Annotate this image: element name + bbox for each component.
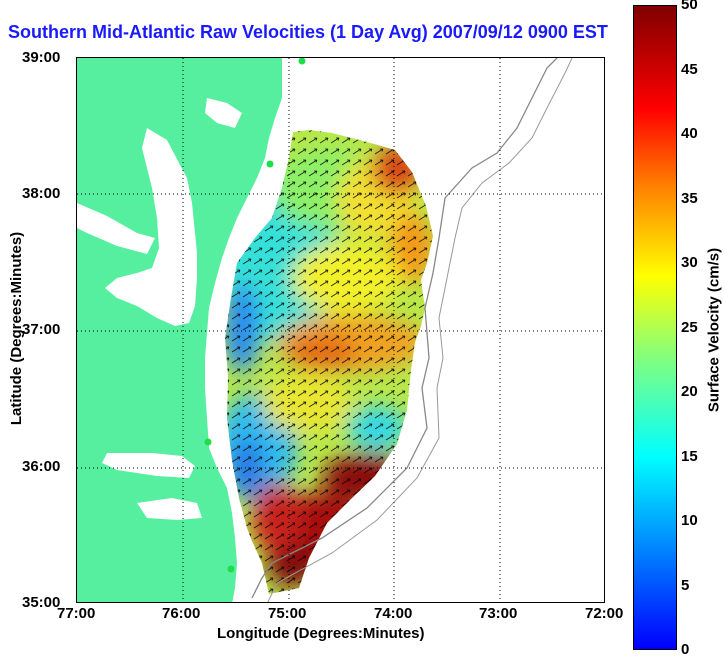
velocity-field [225, 130, 433, 594]
colorbar-tick-label: 40 [681, 125, 698, 142]
colorbar-tick-label: 5 [681, 576, 690, 594]
y-tick-label: 36:00 [22, 458, 61, 475]
colorbar-label: Surface Velocity (cm/s) [705, 247, 723, 413]
station-marker [298, 58, 306, 65]
colorbar-tick-label: 20 [681, 383, 698, 400]
colorbar-tick-label: 30 [681, 254, 698, 271]
bathymetry-contour [251, 58, 558, 599]
colorbar-tick-label: 50 [681, 0, 698, 13]
colorbar-tick-label: 45 [681, 60, 698, 78]
grid-lines [77, 58, 604, 602]
x-tick-label: 76:00 [162, 605, 201, 622]
colorbar-tick-label: 35 [681, 189, 698, 207]
station-marker [266, 160, 274, 168]
colorbar-tick-label: 10 [681, 512, 698, 529]
x-tick-label: 72:00 [585, 605, 624, 622]
colorbar-tick-label: 25 [681, 318, 698, 336]
x-tick-label: 73:00 [479, 605, 518, 622]
y-tick-label: 35:00 [22, 594, 61, 611]
x-tick-label: 75:00 [268, 605, 307, 622]
x-axis-label: Longitude (Degrees:Minutes) [217, 625, 425, 642]
y-tick-label: 39:00 [22, 49, 61, 66]
station-marker [227, 565, 235, 573]
y-tick-label: 37:00 [22, 321, 61, 338]
colorbar [633, 5, 677, 650]
x-tick-label: 74:00 [374, 605, 413, 622]
x-tick-label: 77:00 [57, 605, 96, 622]
chesapeake-bay [105, 128, 197, 326]
colorbar-tick-label: 15 [681, 447, 698, 465]
colorbar-tick-label: 0 [681, 641, 690, 658]
y-tick-label: 38:00 [22, 185, 61, 202]
station-marker [204, 438, 212, 446]
chart-title: Southern Mid-Atlantic Raw Velocities (1 … [8, 22, 608, 42]
map-plot-area [76, 57, 605, 603]
